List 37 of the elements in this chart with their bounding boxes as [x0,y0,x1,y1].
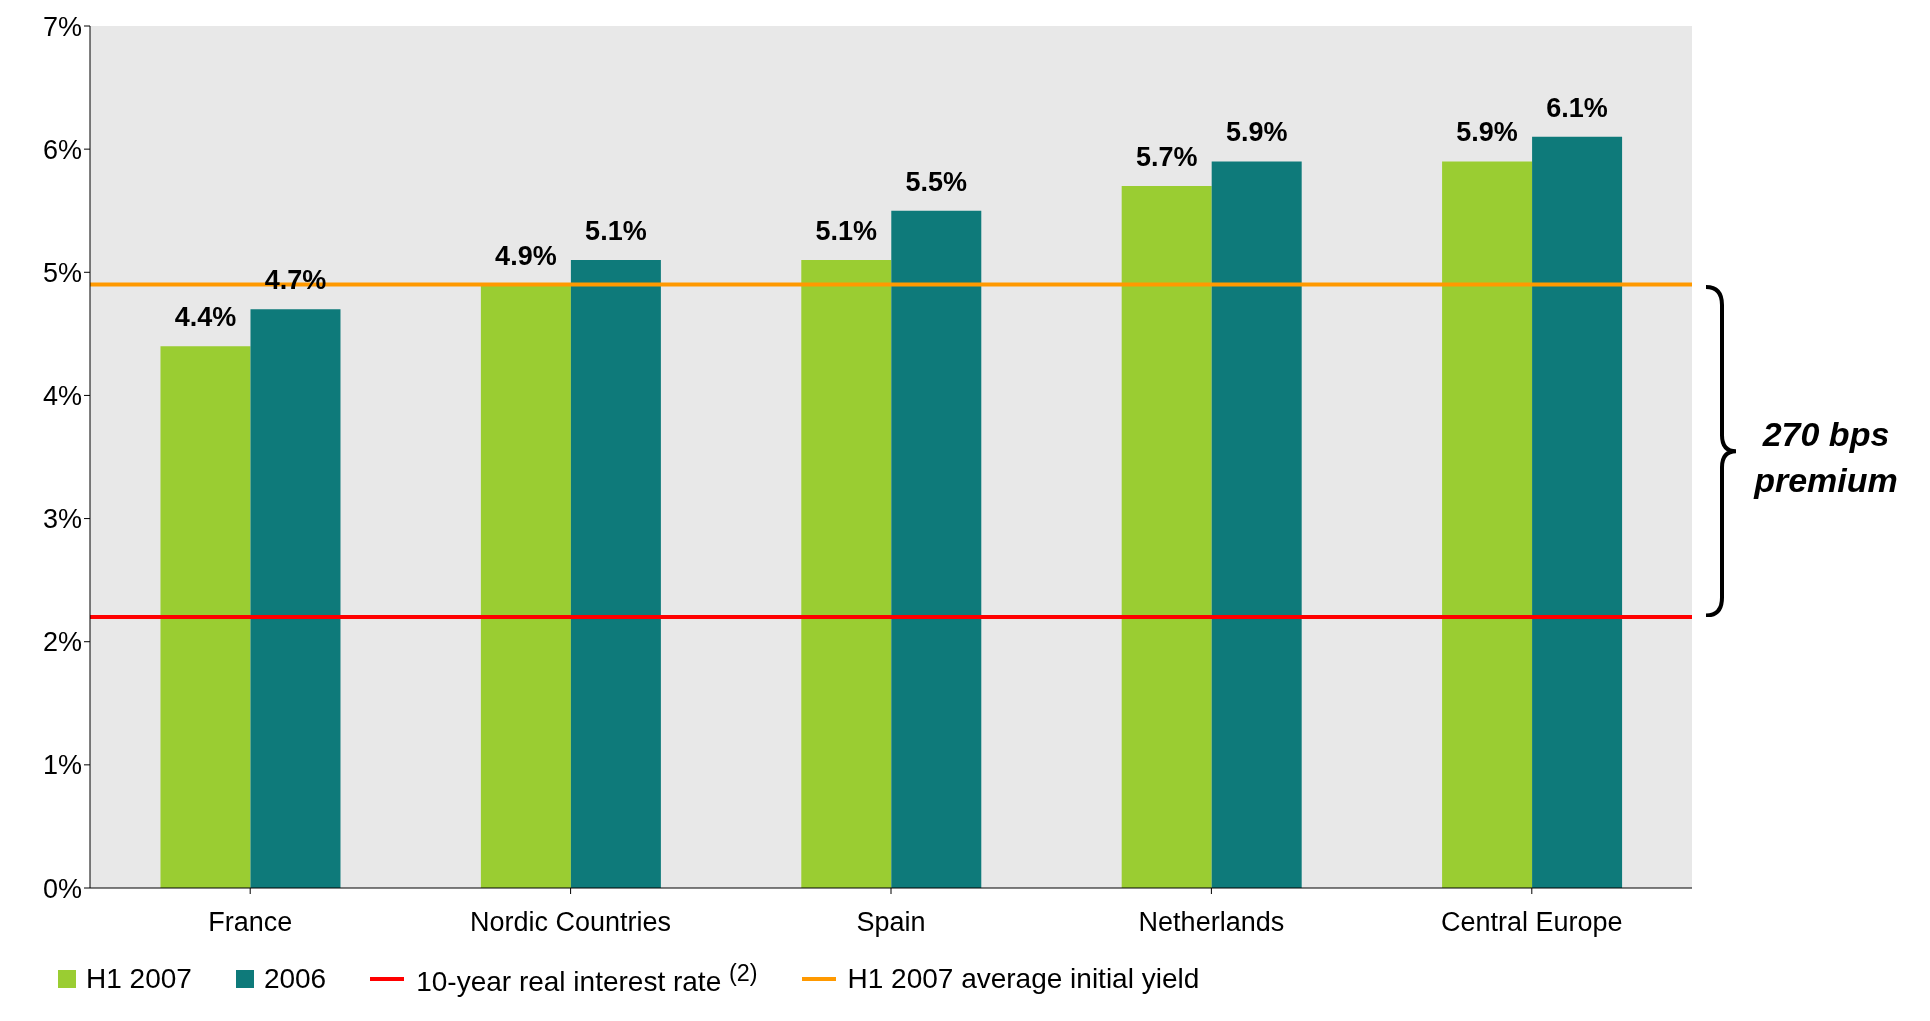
data-label: 6.1% [1546,92,1608,123]
legend-label: H1 2007 [85,963,192,996]
data-label: 5.7% [1135,142,1198,173]
bar [480,284,571,888]
y-tick-label: 7% [42,11,82,42]
x-tick-label: Central Europe [1441,907,1623,938]
x-tick-label: Nordic Countries [470,907,672,938]
bar [1211,161,1302,888]
data-label: 5.1% [585,215,647,246]
data-label: 4.4% [174,302,237,333]
bar [891,210,982,888]
y-tick-label: 5% [42,257,82,288]
x-tick-label: Spain [856,907,926,938]
data-label: 4.9% [495,240,557,271]
y-tick-label: 0% [42,873,82,904]
bar [801,259,892,888]
legend-label: 10-year real interest rate $^{(2)}$ [416,960,758,999]
y-tick-label: 4% [42,381,82,412]
bar [1442,161,1533,888]
x-tick-label: Netherlands [1138,907,1285,938]
data-label: 5.9% [1225,117,1288,148]
x-tick-label: France [208,907,293,938]
y-tick-label: 2% [42,627,82,658]
y-tick-label: 1% [42,750,82,781]
data-label: 5.9% [1456,117,1518,148]
y-tick-label: 3% [42,504,82,535]
bar [160,346,251,888]
bar [1121,186,1212,888]
legend-label: H1 2007 average initial yield [847,963,1200,996]
bar [570,259,661,888]
bar [1532,136,1623,888]
text: 270 bps premium [1752,413,1899,501]
legend-label: 2006 [262,963,327,996]
y-tick-label: 6% [42,134,82,165]
data-label: 5.5% [905,166,968,197]
data-label: 5.1% [815,215,878,246]
bar [250,309,341,888]
